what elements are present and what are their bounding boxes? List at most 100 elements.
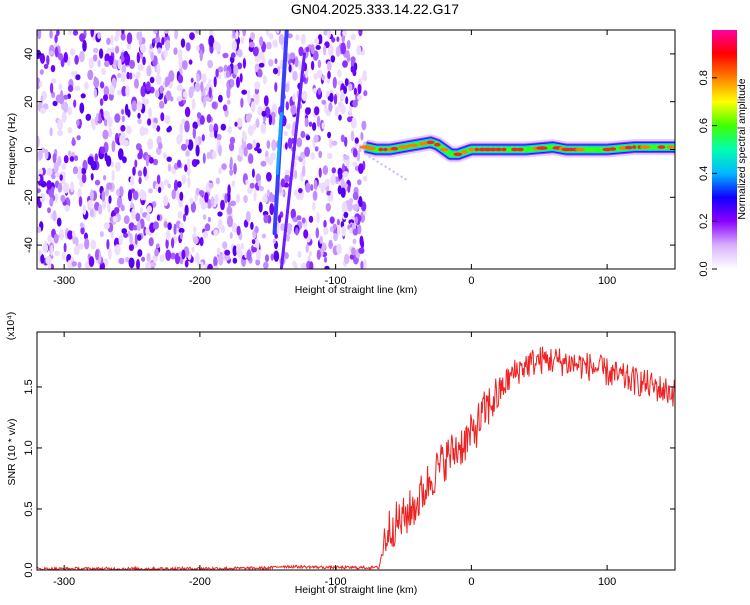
noise-speck xyxy=(257,180,261,187)
noise-speck xyxy=(213,123,219,135)
noise-speck xyxy=(316,115,321,128)
noise-speck xyxy=(120,32,126,41)
noise-speck xyxy=(103,118,108,127)
noise-speck xyxy=(143,127,149,135)
noise-speck xyxy=(93,47,99,54)
noise-speck xyxy=(280,178,286,188)
noise-speck xyxy=(214,130,218,139)
noise-speck xyxy=(259,36,264,47)
noise-speck xyxy=(246,143,253,150)
noise-speck xyxy=(336,36,340,42)
noise-speck xyxy=(101,190,106,202)
noise-speck xyxy=(57,155,62,167)
noise-speck xyxy=(142,190,147,201)
noise-speck xyxy=(104,60,110,67)
noise-speck xyxy=(64,204,70,212)
noise-speck xyxy=(67,30,72,36)
noise-speck xyxy=(327,44,334,57)
noise-speck xyxy=(37,175,41,182)
noise-speck xyxy=(164,39,171,51)
noise-speck xyxy=(146,205,152,213)
noise-speck xyxy=(294,56,299,68)
signal-peak xyxy=(639,145,651,149)
colorbar-label: Normalized spectral amplitude xyxy=(736,78,748,219)
noise-speck xyxy=(357,224,362,235)
noise-speck xyxy=(126,42,132,50)
noise-speck xyxy=(206,151,211,160)
noise-speck xyxy=(268,32,274,40)
y-tick-label: -40 xyxy=(23,237,35,253)
noise-speck xyxy=(181,249,186,260)
noise-speck xyxy=(90,239,97,250)
noise-speck xyxy=(327,195,332,202)
noise-speck xyxy=(174,30,178,40)
noise-speck xyxy=(63,101,69,113)
noise-speck xyxy=(345,96,349,105)
noise-speck xyxy=(184,164,188,173)
noise-speck xyxy=(332,223,337,230)
noise-speck xyxy=(156,174,161,185)
noise-speck xyxy=(46,167,53,176)
noise-speck xyxy=(88,256,95,268)
noise-speck xyxy=(137,63,144,72)
noise-speck xyxy=(232,257,238,264)
noise-speck xyxy=(284,142,288,150)
noise-speck xyxy=(189,32,195,40)
noise-speck xyxy=(286,123,291,130)
noise-speck xyxy=(213,229,219,237)
noise-speck xyxy=(131,100,138,112)
noise-speck xyxy=(346,50,350,61)
figure-title: GN04.2025.333.14.22.G17 xyxy=(291,1,459,17)
noise-speck xyxy=(308,250,312,257)
x-tick-label: -300 xyxy=(53,576,75,588)
y-tick-label: 20 xyxy=(23,96,35,108)
noise-speck xyxy=(313,134,319,143)
noise-speck xyxy=(325,202,331,212)
noise-speck xyxy=(233,163,237,175)
noise-speck xyxy=(312,190,318,201)
colorbar-tick-label: 0.6 xyxy=(698,118,710,133)
noise-speck xyxy=(353,62,358,71)
noise-speck xyxy=(392,170,395,173)
noise-speck xyxy=(242,30,247,37)
noise-speck xyxy=(181,143,187,151)
noise-speck xyxy=(76,135,81,141)
noise-speck xyxy=(181,174,187,185)
noise-speck xyxy=(331,167,336,174)
noise-speck xyxy=(341,35,346,43)
noise-speck xyxy=(99,98,104,106)
noise-speck xyxy=(93,88,98,98)
noise-speck xyxy=(323,256,328,263)
noise-speck xyxy=(74,85,81,92)
x-tick-label: -100 xyxy=(325,275,347,287)
noise-speck xyxy=(98,48,104,59)
noise-speck xyxy=(237,117,243,128)
noise-speck xyxy=(272,39,278,48)
signal-peak xyxy=(365,146,376,151)
noise-speck xyxy=(346,39,351,50)
noise-speck xyxy=(284,174,290,183)
noise-speck xyxy=(120,204,125,212)
noise-speck xyxy=(39,192,46,204)
noise-speck xyxy=(352,228,359,236)
noise-speck xyxy=(167,125,172,132)
noise-speck xyxy=(202,202,208,209)
noise-speck xyxy=(136,259,140,269)
noise-speck xyxy=(312,122,317,131)
noise-speck xyxy=(214,194,219,205)
noise-speck xyxy=(288,64,292,73)
noise-speck xyxy=(246,113,253,119)
noise-speck xyxy=(330,174,336,186)
noise-speck xyxy=(250,221,254,230)
noise-speck xyxy=(54,193,58,203)
noise-speck xyxy=(63,155,69,164)
noise-speck xyxy=(126,71,130,80)
noise-speck xyxy=(254,81,261,90)
noise-speck xyxy=(126,125,132,135)
noise-speck xyxy=(201,73,207,84)
noise-speck xyxy=(72,30,79,36)
noise-speck xyxy=(268,59,274,67)
noise-speck xyxy=(135,73,140,80)
noise-speck xyxy=(224,249,231,256)
noise-speck xyxy=(58,83,63,91)
